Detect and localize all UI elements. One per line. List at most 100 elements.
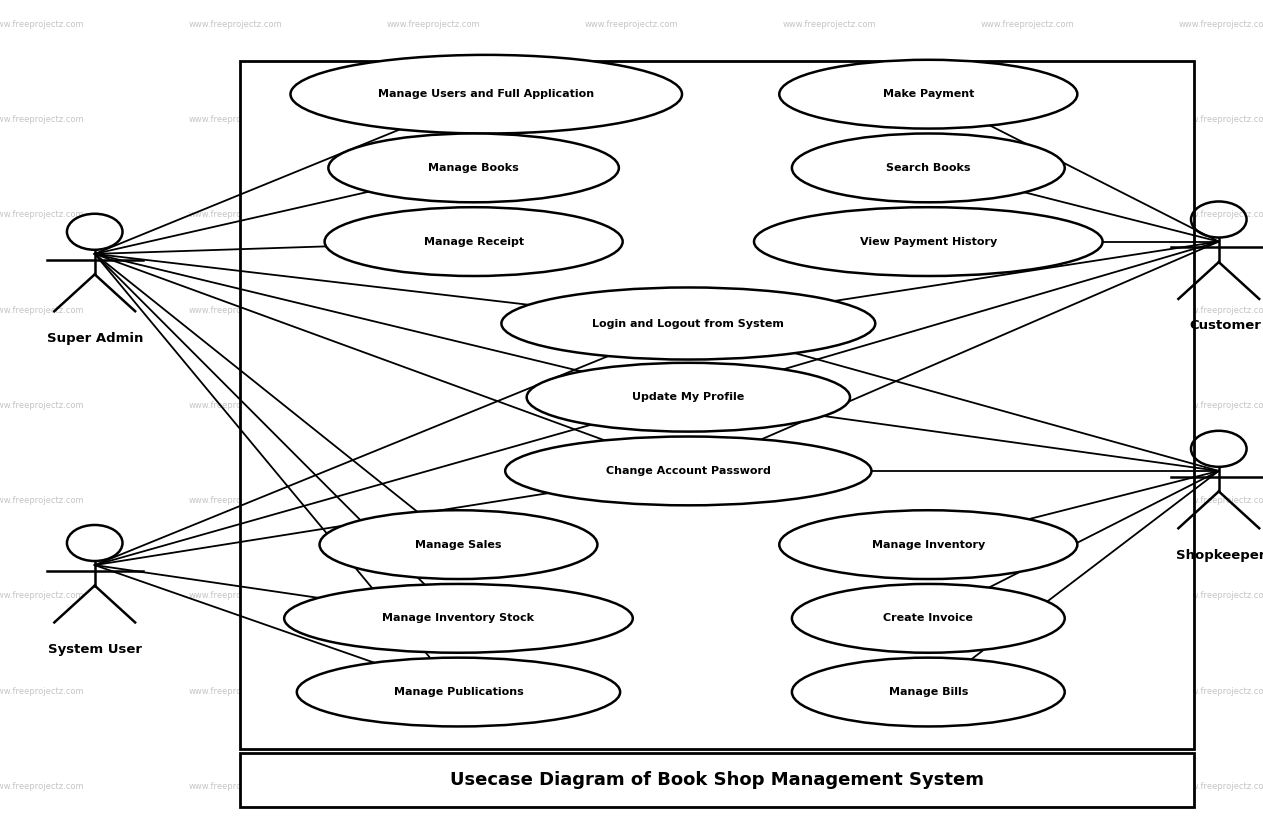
- Text: www.freeprojectz.com: www.freeprojectz.com: [0, 20, 85, 29]
- Text: Manage Inventory Stock: Manage Inventory Stock: [383, 613, 534, 623]
- Text: www.freeprojectz.com: www.freeprojectz.com: [980, 782, 1074, 790]
- Text: www.freeprojectz.com: www.freeprojectz.com: [0, 496, 85, 505]
- Text: Change Account Password: Change Account Password: [606, 466, 770, 476]
- Text: www.freeprojectz.com: www.freeprojectz.com: [585, 496, 678, 505]
- Text: www.freeprojectz.com: www.freeprojectz.com: [980, 115, 1074, 124]
- Ellipse shape: [527, 363, 850, 432]
- Text: www.freeprojectz.com: www.freeprojectz.com: [0, 210, 85, 219]
- Text: Manage Bills: Manage Bills: [889, 687, 967, 697]
- Ellipse shape: [792, 658, 1065, 726]
- Text: www.freeprojectz.com: www.freeprojectz.com: [189, 782, 283, 790]
- Text: www.freeprojectz.com: www.freeprojectz.com: [585, 20, 678, 29]
- Ellipse shape: [501, 287, 875, 360]
- Text: www.freeprojectz.com: www.freeprojectz.com: [783, 591, 877, 600]
- Ellipse shape: [284, 584, 633, 653]
- FancyBboxPatch shape: [240, 61, 1194, 749]
- Text: www.freeprojectz.com: www.freeprojectz.com: [783, 686, 877, 695]
- Text: www.freeprojectz.com: www.freeprojectz.com: [783, 401, 877, 410]
- Text: Manage Books: Manage Books: [428, 163, 519, 173]
- Text: Super Admin: Super Admin: [47, 332, 143, 345]
- Text: www.freeprojectz.com: www.freeprojectz.com: [783, 210, 877, 219]
- Ellipse shape: [328, 133, 619, 202]
- Text: www.freeprojectz.com: www.freeprojectz.com: [0, 401, 85, 410]
- Text: www.freeprojectz.com: www.freeprojectz.com: [783, 305, 877, 314]
- Ellipse shape: [779, 60, 1077, 129]
- Ellipse shape: [297, 658, 620, 726]
- Text: www.freeprojectz.com: www.freeprojectz.com: [386, 401, 480, 410]
- Text: www.freeprojectz.com: www.freeprojectz.com: [1178, 686, 1263, 695]
- Text: www.freeprojectz.com: www.freeprojectz.com: [189, 305, 283, 314]
- Text: www.freeprojectz.com: www.freeprojectz.com: [585, 686, 678, 695]
- Text: www.freeprojectz.com: www.freeprojectz.com: [0, 115, 85, 124]
- Text: www.freeprojectz.com: www.freeprojectz.com: [386, 305, 480, 314]
- Text: www.freeprojectz.com: www.freeprojectz.com: [189, 591, 283, 600]
- Text: www.freeprojectz.com: www.freeprojectz.com: [0, 782, 85, 790]
- Text: www.freeprojectz.com: www.freeprojectz.com: [980, 210, 1074, 219]
- Text: www.freeprojectz.com: www.freeprojectz.com: [585, 591, 678, 600]
- Text: www.freeprojectz.com: www.freeprojectz.com: [386, 686, 480, 695]
- Text: System User: System User: [48, 643, 141, 656]
- Text: Create Invoice: Create Invoice: [883, 613, 974, 623]
- Text: Customer: Customer: [1190, 319, 1260, 333]
- Ellipse shape: [505, 437, 871, 505]
- Text: Search Books: Search Books: [887, 163, 970, 173]
- Text: www.freeprojectz.com: www.freeprojectz.com: [783, 115, 877, 124]
- Text: www.freeprojectz.com: www.freeprojectz.com: [1178, 591, 1263, 600]
- Text: www.freeprojectz.com: www.freeprojectz.com: [1178, 496, 1263, 505]
- Ellipse shape: [325, 207, 623, 276]
- Ellipse shape: [792, 133, 1065, 202]
- Text: www.freeprojectz.com: www.freeprojectz.com: [0, 305, 85, 314]
- Text: www.freeprojectz.com: www.freeprojectz.com: [980, 496, 1074, 505]
- Text: www.freeprojectz.com: www.freeprojectz.com: [189, 20, 283, 29]
- Text: www.freeprojectz.com: www.freeprojectz.com: [386, 782, 480, 790]
- Text: www.freeprojectz.com: www.freeprojectz.com: [1178, 115, 1263, 124]
- Text: www.freeprojectz.com: www.freeprojectz.com: [1178, 782, 1263, 790]
- Text: www.freeprojectz.com: www.freeprojectz.com: [980, 686, 1074, 695]
- Text: Manage Users and Full Application: Manage Users and Full Application: [378, 89, 595, 99]
- Text: Manage Publications: Manage Publications: [394, 687, 523, 697]
- Text: Update My Profile: Update My Profile: [633, 392, 744, 402]
- Text: www.freeprojectz.com: www.freeprojectz.com: [585, 305, 678, 314]
- Text: www.freeprojectz.com: www.freeprojectz.com: [0, 686, 85, 695]
- Ellipse shape: [792, 584, 1065, 653]
- Text: www.freeprojectz.com: www.freeprojectz.com: [585, 210, 678, 219]
- Ellipse shape: [290, 55, 682, 133]
- Text: www.freeprojectz.com: www.freeprojectz.com: [386, 496, 480, 505]
- Text: Usecase Diagram of Book Shop Management System: Usecase Diagram of Book Shop Management …: [450, 771, 984, 789]
- Text: Shopkeepers: Shopkeepers: [1177, 549, 1263, 562]
- Text: www.freeprojectz.com: www.freeprojectz.com: [386, 115, 480, 124]
- Text: www.freeprojectz.com: www.freeprojectz.com: [0, 591, 85, 600]
- Text: www.freeprojectz.com: www.freeprojectz.com: [980, 591, 1074, 600]
- Text: www.freeprojectz.com: www.freeprojectz.com: [1178, 401, 1263, 410]
- Text: www.freeprojectz.com: www.freeprojectz.com: [783, 782, 877, 790]
- Text: www.freeprojectz.com: www.freeprojectz.com: [189, 686, 283, 695]
- Text: www.freeprojectz.com: www.freeprojectz.com: [783, 496, 877, 505]
- Text: Make Payment: Make Payment: [883, 89, 974, 99]
- Text: www.freeprojectz.com: www.freeprojectz.com: [189, 401, 283, 410]
- Text: www.freeprojectz.com: www.freeprojectz.com: [585, 782, 678, 790]
- Text: www.freeprojectz.com: www.freeprojectz.com: [980, 305, 1074, 314]
- Text: www.freeprojectz.com: www.freeprojectz.com: [980, 20, 1074, 29]
- Text: www.freeprojectz.com: www.freeprojectz.com: [783, 20, 877, 29]
- Text: www.freeprojectz.com: www.freeprojectz.com: [1178, 305, 1263, 314]
- Text: www.freeprojectz.com: www.freeprojectz.com: [1178, 20, 1263, 29]
- Text: Login and Logout from System: Login and Logout from System: [592, 319, 784, 328]
- Ellipse shape: [754, 207, 1103, 276]
- Text: Manage Receipt: Manage Receipt: [423, 237, 524, 247]
- Text: Manage Inventory: Manage Inventory: [871, 540, 985, 550]
- Ellipse shape: [320, 510, 597, 579]
- Text: www.freeprojectz.com: www.freeprojectz.com: [189, 115, 283, 124]
- Text: www.freeprojectz.com: www.freeprojectz.com: [585, 115, 678, 124]
- Text: www.freeprojectz.com: www.freeprojectz.com: [585, 401, 678, 410]
- Text: www.freeprojectz.com: www.freeprojectz.com: [386, 20, 480, 29]
- Text: www.freeprojectz.com: www.freeprojectz.com: [189, 496, 283, 505]
- Text: Manage Sales: Manage Sales: [416, 540, 501, 550]
- Text: www.freeprojectz.com: www.freeprojectz.com: [386, 591, 480, 600]
- Text: www.freeprojectz.com: www.freeprojectz.com: [1178, 210, 1263, 219]
- Text: www.freeprojectz.com: www.freeprojectz.com: [980, 401, 1074, 410]
- Text: View Payment History: View Payment History: [860, 237, 997, 247]
- FancyBboxPatch shape: [240, 753, 1194, 807]
- Text: www.freeprojectz.com: www.freeprojectz.com: [386, 210, 480, 219]
- Text: www.freeprojectz.com: www.freeprojectz.com: [189, 210, 283, 219]
- Ellipse shape: [779, 510, 1077, 579]
